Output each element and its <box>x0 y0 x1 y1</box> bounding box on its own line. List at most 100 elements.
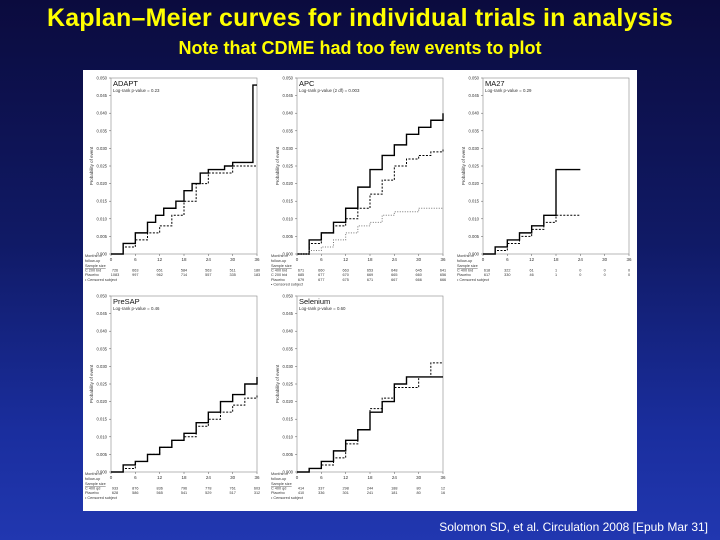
table-row-label: C 400 qd <box>271 487 286 491</box>
km-curve-2 <box>297 362 443 473</box>
censored-legend: • Censored subject <box>85 496 118 500</box>
y-tick-label: 0.045 <box>283 93 294 98</box>
x-tick-label: 18 <box>181 475 187 480</box>
months-label-2: follow-up <box>85 259 100 263</box>
km-curve-1 <box>297 113 444 255</box>
y-tick-label: 0.035 <box>283 346 294 351</box>
y-tick-label: 0.040 <box>283 111 294 116</box>
y-tick-label: 0.005 <box>283 452 294 457</box>
y-tick-label: 0.045 <box>469 93 480 98</box>
x-tick-label: 12 <box>343 257 349 262</box>
y-tick-label: 0.025 <box>283 382 294 387</box>
table-cell: 298 <box>342 487 348 491</box>
km-plot-selenium: 0.050 0.045 0.040 0.035 0.030 0.025 0.020 0.015… <box>271 294 446 501</box>
y-tick-label: 0.040 <box>469 111 480 116</box>
table-cell: 46 <box>530 273 534 277</box>
x-tick-label: 6 <box>506 257 509 262</box>
y-tick-label: 0.035 <box>283 128 294 133</box>
y-tick-label: 0.045 <box>283 311 294 316</box>
table-cell: 617 <box>484 273 490 277</box>
table-cell: 663 <box>342 269 348 273</box>
table-cell: 677 <box>318 278 324 282</box>
table-cell: 667 <box>391 278 397 282</box>
table-cell: 80 <box>417 491 421 495</box>
y-tick-label: 0.000 <box>283 252 294 257</box>
sample-size-label: Sample size <box>85 264 106 268</box>
y-tick-label: 0.010 <box>283 434 294 439</box>
table-cell: 336 <box>318 491 324 495</box>
table-cell: 410 <box>298 491 304 495</box>
sample-size-label: Sample size <box>85 482 106 486</box>
trial-title: Selenium <box>299 297 330 306</box>
table-cell: 618 <box>484 269 490 273</box>
y-tick-label: 0.030 <box>469 146 480 151</box>
sample-size-label: Sample size <box>457 264 478 268</box>
x-tick-label: 12 <box>157 257 163 262</box>
months-label-2: follow-up <box>85 477 100 481</box>
table-cell: 648 <box>391 269 397 273</box>
y-tick-label: 0.005 <box>97 452 108 457</box>
y-tick-label: 0.020 <box>283 399 294 404</box>
x-tick-label: 18 <box>367 475 373 480</box>
panel-selenium: 0.050 0.045 0.040 0.035 0.030 0.025 0.020 0.015… <box>269 292 449 506</box>
table-cell: 565 <box>156 491 162 495</box>
table-cell: 685 <box>298 273 304 277</box>
table-cell: 997 <box>132 273 138 277</box>
y-tick-label: 0.035 <box>469 128 480 133</box>
table-cell: 677 <box>318 273 324 277</box>
censored-legend: • Censored subject <box>457 278 490 282</box>
km-curve-1 <box>111 376 258 473</box>
table-cell: 0 <box>579 273 581 277</box>
y-tick-label: 0.005 <box>283 234 294 239</box>
plot-frame <box>110 77 258 255</box>
table-cell: 653 <box>367 269 373 273</box>
y-tick-label: 0.030 <box>97 364 108 369</box>
plot-frame <box>296 77 444 255</box>
table-cell: 836 <box>156 487 162 491</box>
slide-subtitle: Note that CDME had too few events to plo… <box>178 38 542 58</box>
panel-presap: 0.050 0.045 0.040 0.035 0.030 0.025 0.020 0.015… <box>83 292 263 506</box>
x-tick-label: 0 <box>296 257 299 262</box>
months-label-2: follow-up <box>271 259 286 263</box>
table-cell: 671 <box>298 269 304 273</box>
table-cell: 0 <box>579 269 581 273</box>
table-cell: 665 <box>391 273 397 277</box>
table-cell: 584 <box>181 269 187 273</box>
km-curve-2 <box>297 148 444 255</box>
table-cell: 183 <box>254 273 260 277</box>
y-axis-label: Probability of event <box>275 364 280 403</box>
sample-size-label: Sample size <box>271 264 292 268</box>
table-cell: 796 <box>181 487 187 491</box>
y-tick-label: 0.000 <box>97 252 108 257</box>
table-row-label: C 200 bid <box>271 273 287 277</box>
y-tick-label: 0.005 <box>97 234 108 239</box>
y-axis-label: Probability of event <box>275 146 280 185</box>
trial-title: APC <box>299 79 315 88</box>
table-cell: 726 <box>112 269 118 273</box>
table-cell: 563 <box>205 269 211 273</box>
months-label: Months of <box>271 472 289 476</box>
x-tick-label: 0 <box>110 475 113 480</box>
y-tick-label: 0.030 <box>283 364 294 369</box>
table-cell: 1 <box>555 273 557 277</box>
x-tick-label: 12 <box>343 475 349 480</box>
y-tick-label: 0.010 <box>283 216 294 221</box>
x-tick-label: 36 <box>440 475 446 480</box>
y-tick-label: 0.050 <box>283 294 294 299</box>
table-cell: 663 <box>132 269 138 273</box>
table-cell: 337 <box>318 487 324 491</box>
table-cell: 0 <box>628 269 630 273</box>
table-row-label: C 400 bid <box>271 269 287 273</box>
x-tick-label: 24 <box>578 257 584 262</box>
table-row-label: Placebo <box>85 273 99 277</box>
table-cell: 660 <box>318 269 324 273</box>
y-tick-label: 0.010 <box>469 216 480 221</box>
x-tick-label: 12 <box>157 475 163 480</box>
y-tick-label: 0.050 <box>97 294 108 299</box>
table-cell: 180 <box>254 269 260 273</box>
table-cell: 0 <box>628 273 630 277</box>
table-row-label: Placebo <box>85 491 99 495</box>
plot-frame <box>110 295 258 473</box>
pvalue-text: Log-rank p-value (2 df) = 0.003 <box>299 88 360 93</box>
table-cell: 660 <box>415 273 421 277</box>
